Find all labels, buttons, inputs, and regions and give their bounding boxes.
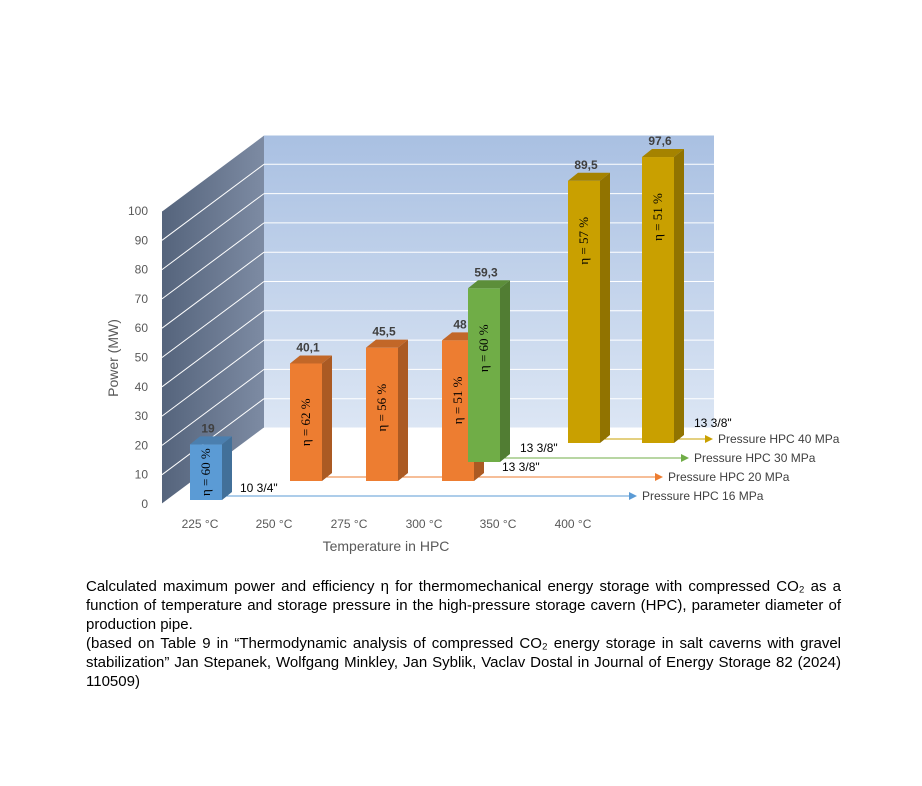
y-tick-label: 0 <box>141 497 148 511</box>
gridline-side <box>161 251 265 329</box>
series-legend-label: Pressure HPC 20 MPa <box>668 470 790 484</box>
pipe-diameter-label: 10 3/4" <box>240 481 278 495</box>
bar-top <box>190 436 232 445</box>
y-tick-label: 60 <box>135 321 149 335</box>
bar-front <box>366 347 398 481</box>
bar-side <box>600 172 610 443</box>
bar-value-label: 89,5 <box>574 158 598 172</box>
series-lines: Pressure HPC 16 MPa 10 3/4" Pressure HPC 2… <box>190 416 840 503</box>
y-tick-label: 10 <box>135 468 149 482</box>
bar-front <box>190 444 222 500</box>
bar-top <box>642 149 684 158</box>
bar: 59,3 η = 60 % <box>468 265 510 462</box>
x-tick-label: 400 °C <box>555 517 592 531</box>
pipe-diameter-label: 13 3/8" <box>520 441 558 455</box>
bar-side <box>500 280 510 462</box>
y-tick-label: 80 <box>135 263 149 277</box>
x-tick-label: 300 °C <box>406 517 443 531</box>
bar: 45,5 η = 56 % <box>366 325 408 481</box>
y-axis-ticks: 0 10 20 30 40 50 60 70 80 90 100 <box>128 204 148 511</box>
bar-value-label: 97,6 <box>648 134 672 148</box>
pipe-diameter-label: 13 3/8" <box>502 460 540 474</box>
bars: 19 η = 60 % 40,1 η = 62 % 45,5 η = 56 % 48 η = … <box>190 134 684 500</box>
bar-efficiency-label: η = 51 % <box>650 193 665 241</box>
y-tick-label: 90 <box>135 233 149 247</box>
bar-value-label: 45,5 <box>372 325 396 339</box>
bar-front <box>568 180 600 443</box>
bar: 40,1 η = 62 % <box>290 341 332 481</box>
bar-value-label: 40,1 <box>296 341 320 355</box>
caption-paragraph-1: Calculated maximum power and efficiency … <box>86 578 841 633</box>
bar-side <box>398 339 408 481</box>
series-legend-label: Pressure HPC 40 MPa <box>718 432 840 446</box>
bar-value-label: 48 <box>453 317 467 331</box>
gridline-side <box>161 310 265 388</box>
bar: 89,5 η = 57 % <box>568 158 610 443</box>
bar-value-label: 59,3 <box>474 265 498 279</box>
bar-efficiency-label: η = 60 % <box>198 448 213 496</box>
gridline-side <box>161 163 265 241</box>
caption-paragraph-2: (based on Table 9 in “Thermodynamic anal… <box>86 635 841 690</box>
series-legend-label: Pressure HPC 16 MPa <box>642 489 764 503</box>
bar-top <box>290 355 332 364</box>
y-tick-label: 100 <box>128 204 148 218</box>
y-tick-label: 40 <box>135 380 149 394</box>
bar-efficiency-label: η = 51 % <box>450 376 465 424</box>
bar-efficiency-label: η = 60 % <box>476 324 491 372</box>
bar-top <box>366 339 408 348</box>
y-axis-title: Power (MW) <box>105 319 121 397</box>
bar: 97,6 η = 51 % <box>642 134 684 444</box>
bar-front <box>290 363 322 481</box>
bar-efficiency-label: η = 56 % <box>374 384 389 432</box>
gridline-side <box>161 339 265 417</box>
x-tick-label: 350 °C <box>480 517 517 531</box>
pipe-diameter-label: 13 3/8" <box>694 416 732 430</box>
power-chart: 0 10 20 30 40 50 60 70 80 90 100 Pressure HPC 16 M… <box>105 134 840 554</box>
bar-top <box>568 172 610 181</box>
bar-top <box>468 280 510 289</box>
x-tick-label: 225 °C <box>182 517 219 531</box>
figure-caption: Calculated maximum power and efficiency … <box>86 577 841 691</box>
bar-front <box>642 157 674 444</box>
gridline-side <box>161 134 265 212</box>
x-axis-title: Temperature in HPC <box>323 538 450 554</box>
bar-efficiency-label: η = 57 % <box>576 217 591 265</box>
x-axis-ticks: 225 °C 250 °C 275 °C 300 °C 350 °C 400 °C <box>182 517 592 531</box>
y-tick-label: 50 <box>135 351 149 365</box>
bar-efficiency-label: η = 62 % <box>298 398 313 446</box>
chart-walls <box>162 135 714 504</box>
series-legend-label: Pressure HPC 30 MPa <box>694 451 816 465</box>
x-tick-label: 275 °C <box>331 517 368 531</box>
gridline-side <box>161 368 265 446</box>
bar-value-label: 19 <box>201 421 215 435</box>
gridline-side <box>161 281 265 358</box>
bar-side <box>222 436 232 500</box>
gridline-side <box>161 222 265 300</box>
y-tick-label: 20 <box>135 438 149 452</box>
bar: 19 η = 60 % <box>190 421 232 500</box>
bar-front <box>468 288 500 462</box>
bar-side <box>674 149 684 444</box>
bar-side <box>322 355 332 481</box>
y-tick-label: 70 <box>135 292 149 306</box>
x-tick-label: 250 °C <box>256 517 293 531</box>
y-tick-label: 30 <box>135 409 149 423</box>
gridline-side <box>161 193 265 271</box>
